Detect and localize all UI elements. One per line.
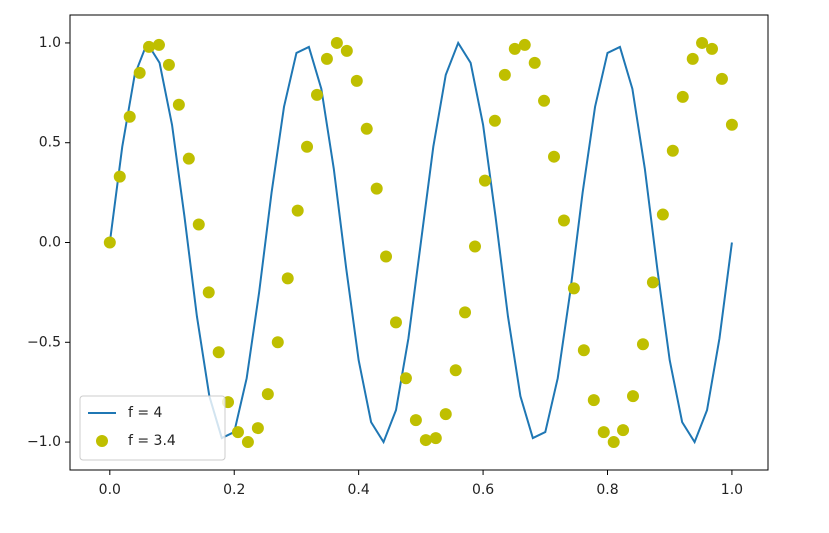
data-point xyxy=(172,98,185,111)
y-tick-label: 1.0 xyxy=(39,35,61,51)
x-tick-label: 1.0 xyxy=(721,482,743,498)
data-point xyxy=(528,56,541,69)
data-point xyxy=(103,236,116,249)
data-point xyxy=(617,424,630,437)
data-point xyxy=(468,240,481,253)
data-point xyxy=(399,372,412,385)
data-point xyxy=(557,214,570,227)
data-point xyxy=(281,272,294,285)
data-point xyxy=(409,414,422,427)
data-point xyxy=(261,388,274,401)
data-point xyxy=(518,38,531,51)
data-point xyxy=(429,432,442,445)
data-point xyxy=(656,208,669,221)
y-tick-label: −1.0 xyxy=(27,434,61,450)
data-point xyxy=(676,90,689,103)
data-point xyxy=(636,338,649,351)
data-point xyxy=(547,150,560,163)
data-point xyxy=(567,282,580,295)
data-point xyxy=(587,394,600,407)
data-point xyxy=(459,306,472,319)
data-point xyxy=(607,436,620,449)
data-point xyxy=(666,144,679,157)
legend-label: f = 3.4 xyxy=(128,433,176,449)
data-point xyxy=(291,204,304,217)
data-point xyxy=(597,426,610,439)
data-point xyxy=(310,88,323,101)
data-point xyxy=(488,114,501,127)
data-point xyxy=(725,118,738,131)
data-point xyxy=(340,44,353,57)
data-point xyxy=(271,336,284,349)
axes-frame xyxy=(69,14,769,471)
data-point xyxy=(162,58,175,71)
data-point xyxy=(241,436,254,449)
x-tick-label: 0.4 xyxy=(348,482,370,498)
data-point xyxy=(380,250,393,263)
legend-label: f = 4 xyxy=(128,405,163,421)
x-tick-label: 0.0 xyxy=(99,482,121,498)
x-tick-label: 0.2 xyxy=(223,482,245,498)
data-point xyxy=(478,174,491,187)
data-point xyxy=(498,68,511,81)
data-point xyxy=(538,94,551,107)
data-point xyxy=(212,346,225,359)
x-tick-label: 0.6 xyxy=(472,482,494,498)
data-point xyxy=(350,74,363,87)
data-point xyxy=(706,42,719,55)
data-point xyxy=(133,66,146,79)
y-tick-label: −0.5 xyxy=(27,334,61,350)
legend-box xyxy=(79,395,226,461)
data-point xyxy=(419,434,432,447)
data-point xyxy=(715,72,728,85)
data-point xyxy=(646,276,659,289)
data-point xyxy=(508,42,521,55)
data-point xyxy=(320,52,333,65)
data-point xyxy=(389,316,402,329)
data-point xyxy=(152,38,165,51)
data-point xyxy=(182,152,195,165)
data-point xyxy=(301,140,314,153)
data-point xyxy=(686,52,699,65)
data-point xyxy=(370,182,383,195)
data-point xyxy=(696,36,709,49)
data-point xyxy=(123,110,136,123)
x-tick-label: 0.8 xyxy=(596,482,618,498)
data-point xyxy=(439,408,452,421)
data-point xyxy=(330,36,343,49)
legend-swatch xyxy=(96,435,108,447)
data-point xyxy=(113,170,126,183)
data-point xyxy=(143,40,156,53)
y-tick-label: 0.5 xyxy=(39,135,61,151)
data-point xyxy=(577,344,590,357)
y-tick-label: 0.0 xyxy=(39,235,61,251)
data-point xyxy=(231,426,244,439)
data-point xyxy=(251,422,264,435)
data-point xyxy=(627,390,640,403)
data-point xyxy=(360,122,373,135)
data-point xyxy=(202,286,215,299)
data-point xyxy=(449,364,462,377)
data-point xyxy=(192,218,205,231)
